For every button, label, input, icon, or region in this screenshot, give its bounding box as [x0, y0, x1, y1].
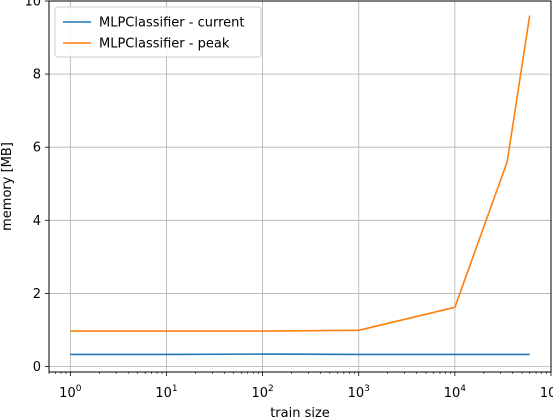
y-tick-label: 8 — [33, 68, 41, 83]
y-axis-label: memory [MB] — [0, 142, 15, 231]
x-tick-label: 103 — [348, 384, 370, 401]
x-axis-ticks: 100 101 102 103 104 105 — [48, 372, 553, 401]
y-tick-label: 4 — [33, 214, 41, 229]
y-axis-ticks: 0 2 4 6 8 10 — [24, 0, 49, 375]
series-line-2 — [70, 15, 531, 332]
x-tick-label: 102 — [251, 384, 273, 401]
legend-box — [54, 6, 262, 58]
legend-entry-label: MLPClassifier - current — [99, 16, 245, 31]
y-tick-label: 10 — [24, 0, 41, 10]
x-tick-label: 100 — [59, 384, 82, 401]
y-tick-label: 0 — [33, 360, 41, 375]
legend: MLPClassifier - current MLPClassifier - p… — [54, 6, 262, 58]
y-tick-label: 2 — [33, 287, 41, 302]
y-tick-label: 6 — [33, 141, 41, 156]
x-tick-label: 101 — [155, 384, 177, 401]
x-axis-label: train size — [270, 406, 330, 420]
plot-area-frame — [48, 0, 552, 373]
series-lines — [70, 15, 531, 356]
x-tick-label: 105 — [540, 384, 553, 401]
legend-entry-label: MLPClassifier - peak — [99, 37, 230, 52]
x-tick-label: 104 — [444, 384, 467, 401]
